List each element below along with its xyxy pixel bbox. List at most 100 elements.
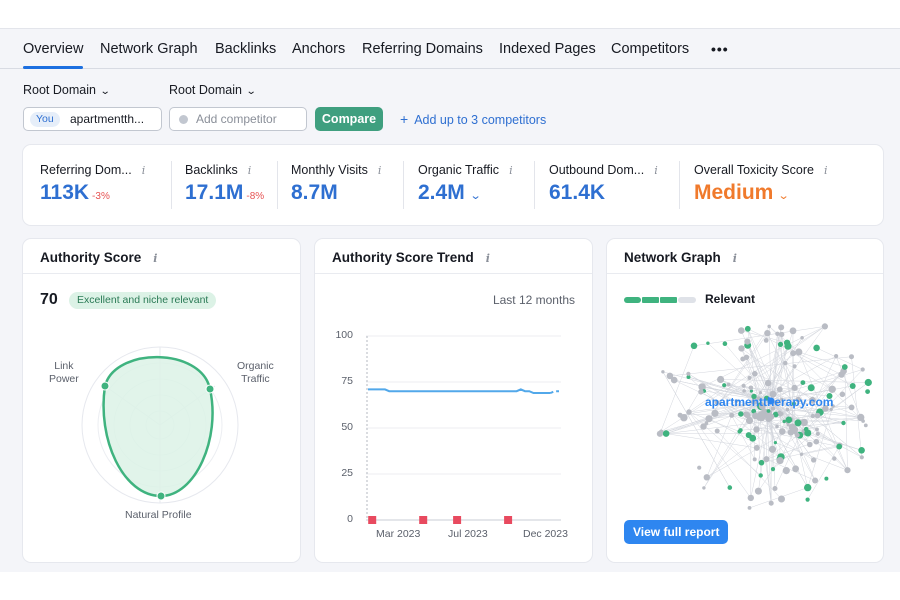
network-node[interactable] [799, 452, 804, 456]
info-icon[interactable]: i [485, 252, 490, 265]
view-full-report-button[interactable]: View full report [624, 520, 729, 544]
network-node[interactable] [770, 467, 776, 472]
info-icon[interactable]: i [654, 164, 658, 177]
network-node[interactable] [782, 419, 786, 424]
network-node[interactable] [783, 360, 788, 366]
network-node[interactable] [865, 389, 870, 394]
network-node[interactable] [714, 428, 720, 434]
network-node[interactable] [832, 456, 837, 461]
network-node[interactable] [848, 404, 855, 411]
network-node[interactable] [738, 327, 745, 334]
network-node[interactable] [749, 389, 753, 393]
tab-backlinks[interactable]: Backlinks [215, 41, 277, 57]
network-node[interactable] [836, 443, 843, 450]
network-node[interactable] [750, 399, 756, 405]
network-node[interactable] [815, 431, 820, 436]
network-node[interactable] [858, 447, 865, 454]
network-node[interactable] [826, 393, 833, 399]
network-node[interactable] [706, 341, 710, 345]
network-node[interactable] [779, 428, 786, 435]
network-node[interactable] [764, 330, 771, 337]
root-domain-select-2[interactable]: Root Domain ⌄ [169, 83, 257, 97]
network-node[interactable] [729, 412, 735, 418]
network-node[interactable] [734, 399, 739, 403]
network-node[interactable] [849, 354, 854, 360]
add-competitors-link[interactable]: + Add up to 3 competitors [400, 111, 546, 127]
network-node[interactable] [764, 412, 771, 419]
network-node[interactable] [831, 404, 835, 408]
network-node[interactable] [756, 396, 761, 401]
network-node[interactable] [769, 390, 777, 398]
network-node[interactable] [828, 385, 836, 393]
network-node[interactable] [738, 411, 744, 417]
network-node[interactable] [811, 457, 817, 463]
info-icon[interactable]: i [377, 164, 382, 177]
network-node[interactable] [741, 383, 746, 388]
network-node[interactable] [810, 413, 815, 419]
network-node[interactable] [774, 400, 779, 406]
network-node[interactable] [800, 418, 808, 427]
network-node[interactable] [722, 341, 728, 346]
network-node[interactable] [770, 406, 776, 411]
network-node[interactable] [822, 405, 829, 412]
network-node[interactable] [857, 413, 865, 421]
network-node[interactable] [773, 441, 777, 445]
network-node[interactable] [809, 396, 816, 404]
network-node[interactable] [758, 402, 766, 410]
network-node[interactable] [659, 429, 664, 434]
network-node[interactable] [738, 428, 743, 433]
network-node[interactable] [782, 467, 790, 475]
info-icon[interactable]: i [153, 252, 158, 265]
network-node[interactable] [726, 382, 731, 387]
network-node[interactable] [697, 465, 702, 470]
network-node[interactable] [751, 408, 757, 414]
network-node[interactable] [800, 336, 804, 340]
network-node[interactable] [738, 345, 745, 352]
network-node[interactable] [754, 487, 762, 495]
network-node[interactable] [785, 407, 790, 412]
network-node[interactable] [779, 331, 785, 338]
network-node[interactable] [780, 397, 784, 401]
network-node[interactable] [662, 430, 670, 437]
event-marker[interactable] [504, 516, 513, 524]
network-node[interactable] [763, 338, 769, 343]
network-node[interactable] [861, 419, 865, 423]
central-domain-node[interactable] [767, 397, 775, 405]
network-graph-canvas[interactable] [607, 239, 883, 562]
network-node[interactable] [686, 371, 691, 376]
network-node[interactable] [807, 384, 815, 392]
network-node[interactable] [775, 424, 779, 429]
network-node[interactable] [757, 411, 765, 418]
network-node[interactable] [863, 423, 868, 428]
network-node[interactable] [805, 497, 810, 502]
network-node[interactable] [772, 486, 778, 491]
network-node[interactable] [749, 434, 757, 442]
tab-referring-domains[interactable]: Referring Domains [362, 41, 483, 57]
network-node[interactable] [790, 350, 797, 357]
network-node[interactable] [794, 419, 802, 427]
network-node[interactable] [795, 396, 802, 403]
network-node[interactable] [849, 383, 856, 389]
info-icon[interactable]: i [732, 252, 737, 265]
network-node[interactable] [804, 429, 812, 437]
network-node[interactable] [702, 486, 706, 490]
network-node[interactable] [821, 323, 828, 330]
network-node[interactable] [677, 412, 683, 418]
tab-network-graph[interactable]: Network Graph [100, 41, 198, 57]
network-node[interactable] [788, 431, 792, 435]
tab-overview[interactable]: Overview [23, 41, 84, 69]
network-node[interactable] [778, 495, 785, 503]
network-node[interactable] [743, 354, 750, 360]
network-node[interactable] [784, 342, 792, 350]
network-node[interactable] [686, 375, 691, 379]
network-node[interactable] [776, 386, 783, 393]
network-node[interactable] [666, 372, 674, 380]
network-node[interactable] [747, 506, 752, 510]
tab-competitors[interactable]: Competitors [611, 41, 690, 57]
network-node[interactable] [789, 327, 797, 335]
network-node[interactable] [753, 426, 760, 433]
network-node[interactable] [744, 338, 751, 345]
network-node[interactable] [824, 476, 829, 481]
root-domain-select-1[interactable]: Root Domain ⌄ [23, 83, 111, 97]
network-node[interactable] [752, 412, 759, 420]
